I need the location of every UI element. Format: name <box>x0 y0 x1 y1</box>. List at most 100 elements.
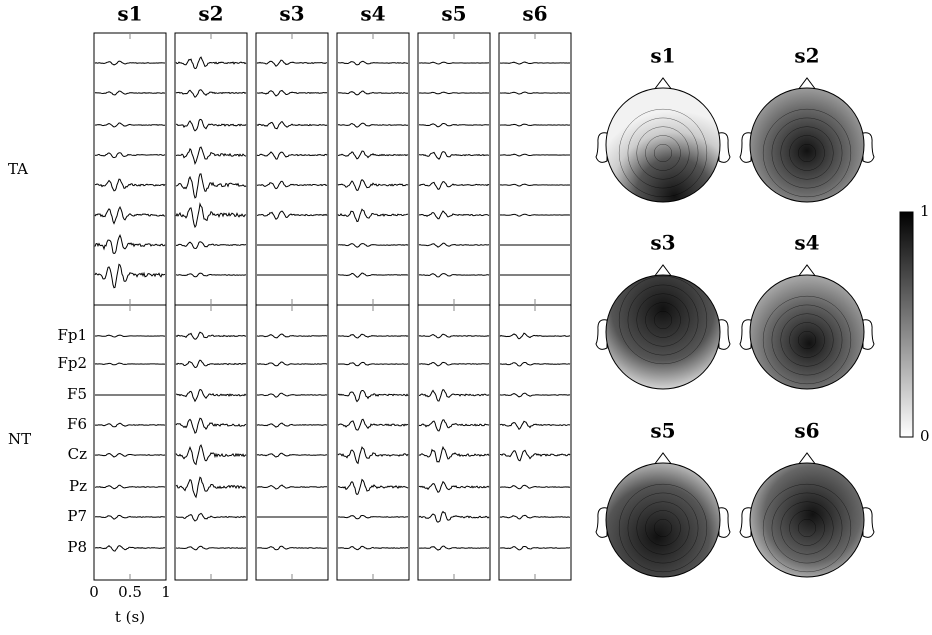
trace <box>500 449 571 462</box>
x-tick-label: 0 <box>89 583 99 601</box>
contour <box>789 135 825 171</box>
ear <box>862 319 875 350</box>
trace <box>175 146 247 166</box>
topomap-title: s6 <box>794 419 819 443</box>
topomap-title: s4 <box>794 231 819 255</box>
contour <box>762 295 852 385</box>
trace <box>94 234 166 255</box>
trace <box>499 514 571 520</box>
column-title: s2 <box>198 2 223 26</box>
trace <box>175 444 247 466</box>
trace <box>337 333 409 339</box>
trace <box>418 510 490 523</box>
trace <box>94 263 166 289</box>
topomap-title: s3 <box>650 231 675 255</box>
trace <box>175 56 247 70</box>
trace <box>337 208 409 223</box>
contour <box>771 117 843 189</box>
colorbar-tick-label: 1 <box>920 202 930 220</box>
contour <box>762 108 852 198</box>
trace <box>499 183 571 187</box>
trace <box>418 419 490 432</box>
trace <box>175 545 247 551</box>
ear <box>718 319 731 350</box>
ear <box>862 132 875 163</box>
ear <box>718 507 731 538</box>
colorbar <box>899 211 914 438</box>
contour <box>627 492 699 564</box>
contour <box>780 501 834 555</box>
nose <box>797 452 817 466</box>
trace <box>419 388 490 402</box>
channel-label: Pz <box>69 477 87 495</box>
column-title: s3 <box>279 2 304 26</box>
trace <box>94 90 166 96</box>
trace <box>418 181 490 190</box>
trace <box>337 478 409 496</box>
contour <box>618 108 708 198</box>
trace <box>418 480 490 493</box>
trace <box>94 422 166 428</box>
trace <box>94 178 166 192</box>
contour <box>653 518 673 538</box>
x-tick-label: 0.5 <box>118 583 142 601</box>
trace <box>499 484 571 490</box>
trace <box>257 89 328 97</box>
trace <box>256 180 328 190</box>
trace <box>175 512 247 522</box>
ear <box>595 507 608 538</box>
trace <box>418 445 490 463</box>
topomap <box>749 87 865 203</box>
ear <box>739 507 752 538</box>
channel-label: Fp2 <box>57 354 87 372</box>
trace <box>175 417 247 434</box>
trace <box>175 241 247 250</box>
contour <box>771 492 843 564</box>
trace <box>418 123 489 128</box>
contour <box>771 304 843 376</box>
channel-label: P8 <box>67 538 87 556</box>
trace <box>337 361 409 367</box>
trace <box>499 123 571 127</box>
channel-label: F5 <box>67 385 87 403</box>
nose <box>653 452 673 466</box>
trace <box>418 210 490 220</box>
contour <box>645 510 681 546</box>
trace <box>256 120 328 130</box>
trace <box>418 91 489 95</box>
trace <box>418 242 490 248</box>
trace <box>338 150 409 160</box>
topomap <box>605 87 721 203</box>
trace <box>500 153 570 157</box>
trace <box>337 418 409 431</box>
topomap <box>605 274 721 390</box>
trace <box>418 151 490 160</box>
nose <box>797 77 817 91</box>
topomap <box>749 462 865 578</box>
trace <box>256 333 328 339</box>
column-title: s4 <box>360 2 385 26</box>
trace <box>175 331 246 340</box>
trace <box>418 273 490 278</box>
trace <box>175 118 247 132</box>
trace <box>337 60 409 66</box>
trace <box>94 362 165 366</box>
trace <box>337 243 409 248</box>
topomap <box>749 274 865 390</box>
trace <box>94 514 166 520</box>
trace <box>256 452 328 458</box>
trace <box>499 213 570 217</box>
trace <box>256 422 328 428</box>
trace <box>337 122 408 128</box>
trace <box>337 90 409 96</box>
trace <box>337 272 409 278</box>
trace <box>94 206 166 225</box>
trace <box>499 420 571 431</box>
trace <box>337 390 409 403</box>
trace <box>175 476 247 499</box>
topomap-title: s5 <box>650 419 675 443</box>
trace <box>499 332 571 340</box>
contour <box>797 518 817 538</box>
trace <box>175 173 247 199</box>
ear <box>595 132 608 163</box>
